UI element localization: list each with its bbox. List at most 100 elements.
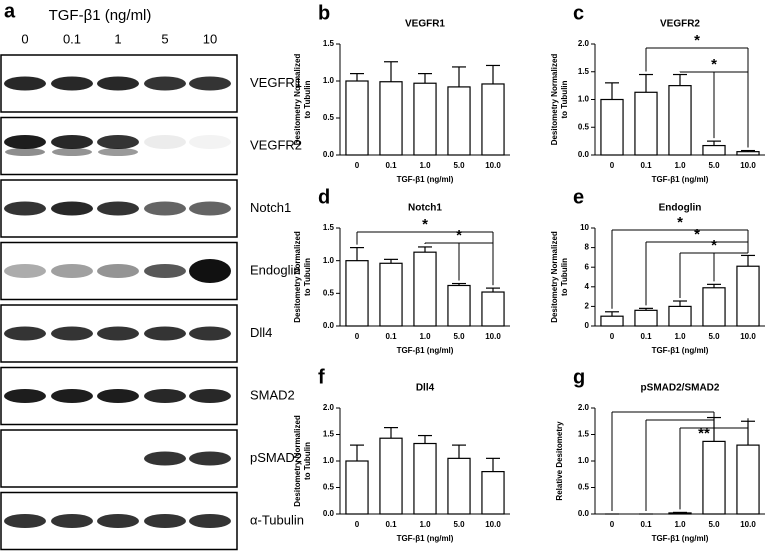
blot-band bbox=[51, 389, 93, 403]
blot-band bbox=[52, 148, 92, 156]
y-axis-label: Desitometry Normalizedto Tubulin bbox=[550, 54, 569, 146]
y-tick-label: 0.5 bbox=[323, 113, 335, 122]
y-tick-label: 1.5 bbox=[578, 430, 590, 439]
y-tick-label: 1.5 bbox=[578, 67, 590, 76]
bar bbox=[345, 260, 369, 327]
bar bbox=[413, 442, 437, 515]
blot-band bbox=[189, 389, 231, 403]
blot-row-label: VEGFR1 bbox=[250, 75, 302, 90]
y-tick-label: 2.0 bbox=[578, 39, 590, 48]
x-tick-label: 5.0 bbox=[453, 332, 465, 341]
blot-band bbox=[4, 326, 46, 341]
bar bbox=[481, 291, 505, 327]
blot-band bbox=[97, 76, 139, 91]
panel-letter: f bbox=[318, 366, 325, 388]
blot-row-label: pSMAD2 bbox=[250, 450, 302, 465]
x-tick-label: 0.1 bbox=[640, 332, 652, 341]
y-axis-label: Desitometry Normalizedto Tubulin bbox=[293, 231, 312, 323]
blot-band bbox=[144, 76, 186, 91]
significance-mark: * bbox=[456, 227, 462, 244]
y-tick-label: 8 bbox=[585, 243, 590, 252]
y-axis-label: Desitometry Normalizedto Tubulin bbox=[293, 415, 312, 507]
chart-title: VEGFR1 bbox=[405, 19, 445, 30]
bar bbox=[600, 315, 624, 327]
y-axis-label-line: Relative Desitometry bbox=[555, 421, 564, 501]
chart-title: Endoglin bbox=[659, 203, 702, 214]
bar bbox=[447, 457, 471, 515]
blot-band bbox=[144, 201, 186, 216]
blot-band bbox=[144, 451, 186, 466]
blot-band bbox=[189, 514, 231, 528]
x-axis-label: TGF-β1 (ng/ml) bbox=[397, 346, 454, 355]
blot-band bbox=[97, 135, 139, 149]
bar bbox=[634, 91, 658, 156]
x-tick-label: 1.0 bbox=[419, 520, 431, 529]
x-tick-label: 5.0 bbox=[708, 520, 720, 529]
lane-label: 0 bbox=[21, 31, 28, 46]
y-axis-label-line: to Tubulin bbox=[560, 80, 569, 118]
x-tick-label: 5.0 bbox=[453, 161, 465, 170]
x-tick-label: 5.0 bbox=[453, 520, 465, 529]
x-tick-label: 10.0 bbox=[740, 161, 756, 170]
x-axis-label: TGF-β1 (ng/ml) bbox=[652, 346, 709, 355]
blot-band bbox=[51, 201, 93, 216]
significance-mark: * bbox=[422, 216, 428, 233]
blot-band bbox=[51, 326, 93, 341]
blot-title: TGF-β1 (ng/ml) bbox=[49, 7, 152, 24]
y-tick-label: 2 bbox=[585, 302, 590, 311]
bar bbox=[702, 440, 726, 515]
x-tick-label: 0 bbox=[355, 332, 360, 341]
x-tick-label: 10.0 bbox=[740, 332, 756, 341]
blot-row-label: α-Tubulin bbox=[250, 512, 304, 527]
lane-label: 0.1 bbox=[63, 31, 81, 46]
x-axis-label: TGF-β1 (ng/ml) bbox=[652, 175, 709, 184]
panel-letter: a bbox=[4, 0, 16, 22]
bar bbox=[379, 262, 403, 327]
y-tick-label: 0.0 bbox=[578, 150, 590, 159]
significance-mark: * bbox=[711, 237, 717, 254]
y-tick-label: 0.5 bbox=[578, 483, 590, 492]
blot-band bbox=[97, 514, 139, 528]
bar bbox=[736, 444, 760, 515]
bar bbox=[379, 81, 403, 156]
lane-label: 5 bbox=[161, 31, 168, 46]
panel-letter: g bbox=[573, 366, 585, 388]
panel-letter: e bbox=[573, 186, 584, 208]
blot-band bbox=[4, 135, 46, 149]
bar bbox=[600, 98, 624, 156]
y-tick-label: 0.0 bbox=[323, 509, 335, 518]
x-axis-label: TGF-β1 (ng/ml) bbox=[652, 534, 709, 543]
blot-band bbox=[97, 201, 139, 216]
bar bbox=[481, 83, 505, 156]
y-axis-label-line: to Tubulin bbox=[560, 258, 569, 296]
y-tick-label: 4 bbox=[585, 282, 590, 291]
lane-label: 10 bbox=[203, 31, 217, 46]
x-tick-label: 0.1 bbox=[640, 520, 652, 529]
y-tick-label: 2.0 bbox=[323, 403, 335, 412]
x-tick-label: 5.0 bbox=[708, 161, 720, 170]
bar bbox=[668, 512, 692, 515]
blot-band bbox=[51, 264, 93, 278]
y-tick-label: 0.0 bbox=[323, 150, 335, 159]
x-tick-label: 10.0 bbox=[485, 161, 501, 170]
significance-mark: * bbox=[711, 56, 717, 73]
chart-title: pSMAD2/SMAD2 bbox=[641, 383, 720, 394]
chart-title: Notch1 bbox=[408, 203, 442, 214]
x-axis-label: TGF-β1 (ng/ml) bbox=[397, 534, 454, 543]
bar bbox=[447, 284, 471, 327]
blot-band bbox=[144, 264, 186, 278]
x-tick-label: 10.0 bbox=[485, 520, 501, 529]
bar bbox=[413, 251, 437, 327]
blot-band bbox=[51, 135, 93, 149]
blot-band bbox=[189, 326, 231, 341]
x-tick-label: 1.0 bbox=[419, 332, 431, 341]
y-axis-label: Relative Desitometry bbox=[555, 421, 564, 501]
y-axis-label-line: Desitometry Normalized bbox=[293, 54, 302, 146]
blot-band bbox=[51, 514, 93, 528]
y-tick-label: 0.0 bbox=[323, 321, 335, 330]
blot-band bbox=[4, 76, 46, 91]
y-tick-label: 0 bbox=[585, 321, 590, 330]
blot-band bbox=[189, 201, 231, 216]
x-tick-label: 1.0 bbox=[674, 161, 686, 170]
